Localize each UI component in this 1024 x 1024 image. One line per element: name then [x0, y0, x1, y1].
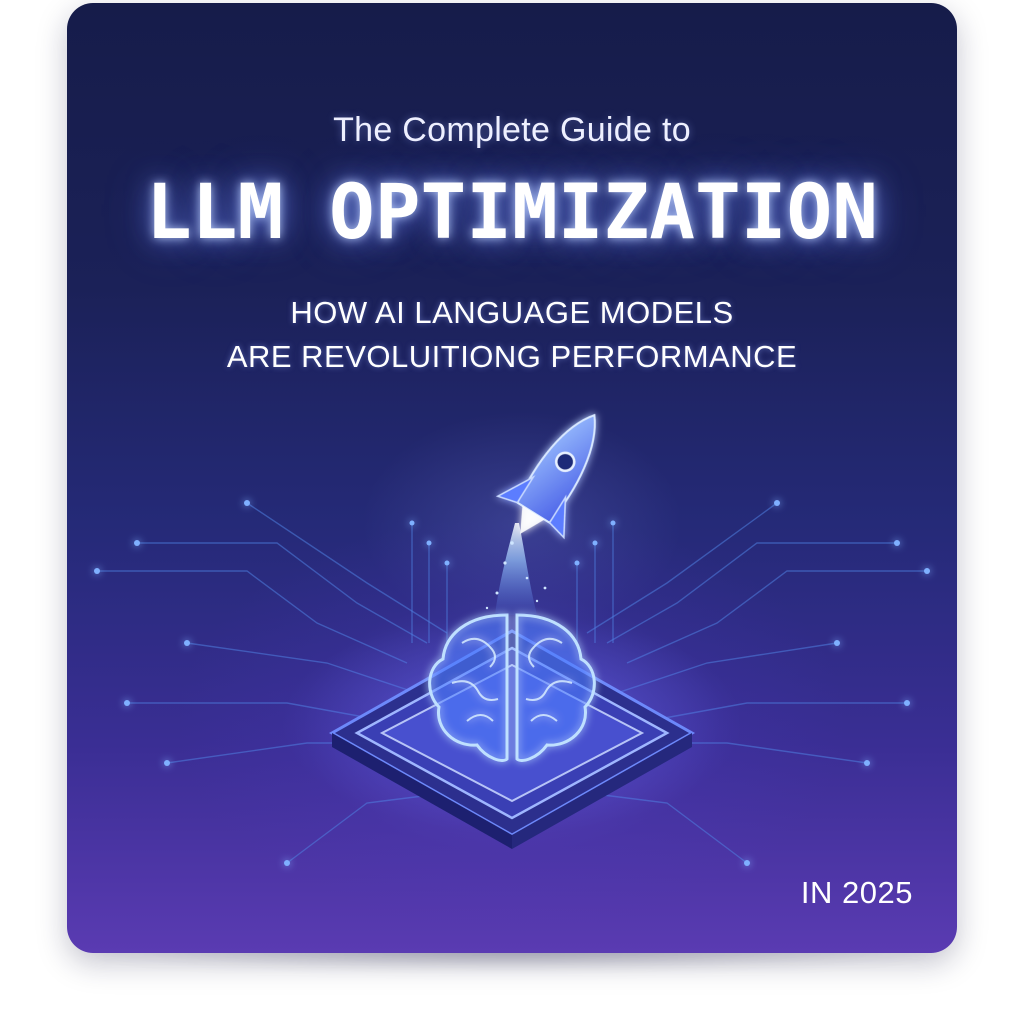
rocket-trail — [485, 523, 547, 615]
subtitle: HOW AI LANGUAGE MODELS ARE REVOLUITIONG … — [67, 291, 957, 379]
year-label: IN 2025 — [800, 875, 913, 910]
intro-text: The Complete Guide to — [333, 111, 691, 149]
subtitle-line-1: HOW AI LANGUAGE MODELS — [290, 295, 734, 330]
cover-card: The Complete Guide to LLM OPTIMIZATION H… — [67, 3, 957, 953]
rocket-icon — [495, 413, 596, 540]
illustration — [94, 413, 930, 866]
chip-platform-icon — [282, 613, 742, 849]
page-title: LLM OPTIMIZATION — [145, 167, 879, 256]
circuit-nodes — [94, 500, 930, 866]
brain-circuit-icon — [428, 613, 596, 762]
subtitle-line-2: ARE REVOLUITIONG PERFORMANCE — [226, 339, 798, 374]
